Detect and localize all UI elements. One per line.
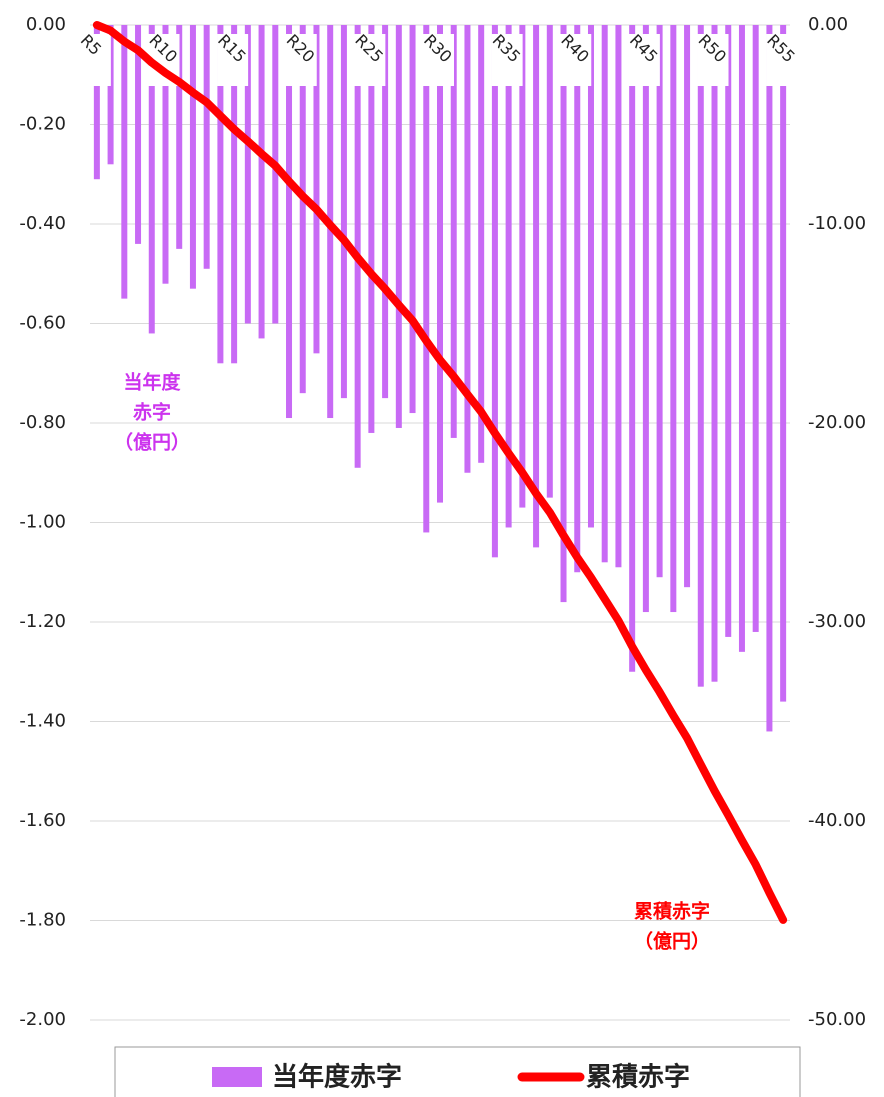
bar [299, 25, 306, 394]
bar [148, 25, 155, 334]
legend-swatch [212, 1067, 262, 1087]
y-tick-label: -0.40 [19, 213, 66, 234]
y2-tick-label: -30.00 [808, 611, 866, 632]
annotation: 累積赤字 [634, 900, 710, 923]
bar [423, 25, 430, 533]
y2-tick-label: -10.00 [808, 213, 866, 234]
legend-label: 累積赤字 [586, 1062, 690, 1093]
label-box [628, 34, 660, 86]
y-tick-label: -2.00 [19, 1009, 66, 1030]
bar [189, 25, 196, 289]
bar [766, 25, 773, 732]
bar [286, 25, 293, 419]
bar [656, 25, 663, 578]
label-box [79, 34, 111, 86]
bar [107, 25, 114, 165]
bar [272, 25, 279, 324]
bar [505, 25, 512, 528]
bar [519, 25, 526, 508]
bar [738, 25, 745, 652]
y-tick-label: -0.60 [19, 313, 66, 334]
bar [780, 25, 787, 702]
bar [437, 25, 443, 503]
y-tick-label: -1.40 [19, 711, 66, 732]
y-tick-label: 0.00 [26, 14, 66, 35]
bar [244, 25, 251, 324]
bar [533, 25, 540, 548]
bar [409, 25, 416, 414]
y-tick-label: -0.80 [19, 412, 66, 433]
bar [478, 25, 485, 463]
bar [162, 25, 169, 284]
bar [670, 25, 677, 613]
y-tick-label: -1.60 [19, 810, 66, 831]
bar [725, 25, 732, 637]
y-tick-label: -1.80 [19, 910, 66, 931]
label-box [697, 34, 729, 86]
annotation: （億円） [634, 930, 710, 953]
bar [258, 25, 265, 339]
bar [587, 25, 594, 528]
bar [560, 25, 567, 603]
legend-label: 当年度赤字 [272, 1062, 402, 1093]
label-box [217, 34, 249, 86]
line [92, 21, 788, 924]
bar [135, 25, 142, 244]
label-box [285, 34, 317, 86]
annotation: 当年度 [123, 371, 181, 394]
bar [601, 25, 608, 563]
bar [340, 25, 347, 399]
y2-tick-label: -40.00 [808, 810, 866, 831]
y-tick-label: -0.20 [19, 114, 66, 135]
bar [491, 25, 498, 558]
bar [546, 25, 553, 498]
label-box [766, 34, 798, 86]
bar [382, 25, 389, 399]
y2-tick-label: 0.00 [808, 14, 848, 35]
bar [231, 25, 238, 364]
bar [176, 25, 183, 249]
annotation: （億円） [114, 431, 190, 454]
bar [711, 25, 718, 682]
bar [93, 25, 100, 180]
label-box [423, 34, 454, 86]
bar [395, 25, 402, 428]
bar [368, 25, 375, 433]
bar [121, 25, 128, 299]
bar [464, 25, 471, 473]
bar [574, 25, 581, 573]
y2-tick-label: -50.00 [808, 1009, 866, 1030]
bar [313, 25, 320, 354]
y-tick-label: -1.20 [19, 611, 66, 632]
bar [752, 25, 759, 632]
bar [450, 25, 457, 438]
bar [203, 25, 210, 269]
bar [217, 25, 224, 364]
bar [684, 25, 691, 588]
annotation: 赤字 [133, 401, 171, 424]
y-tick-label: -1.00 [19, 512, 66, 533]
bar [642, 25, 649, 613]
y2-tick-label: -20.00 [808, 412, 866, 433]
label-box [354, 34, 386, 86]
label-box [560, 34, 592, 86]
bar [697, 25, 704, 687]
bar [629, 25, 636, 672]
bar [615, 25, 622, 568]
label-box [491, 34, 523, 86]
bar [354, 25, 361, 468]
